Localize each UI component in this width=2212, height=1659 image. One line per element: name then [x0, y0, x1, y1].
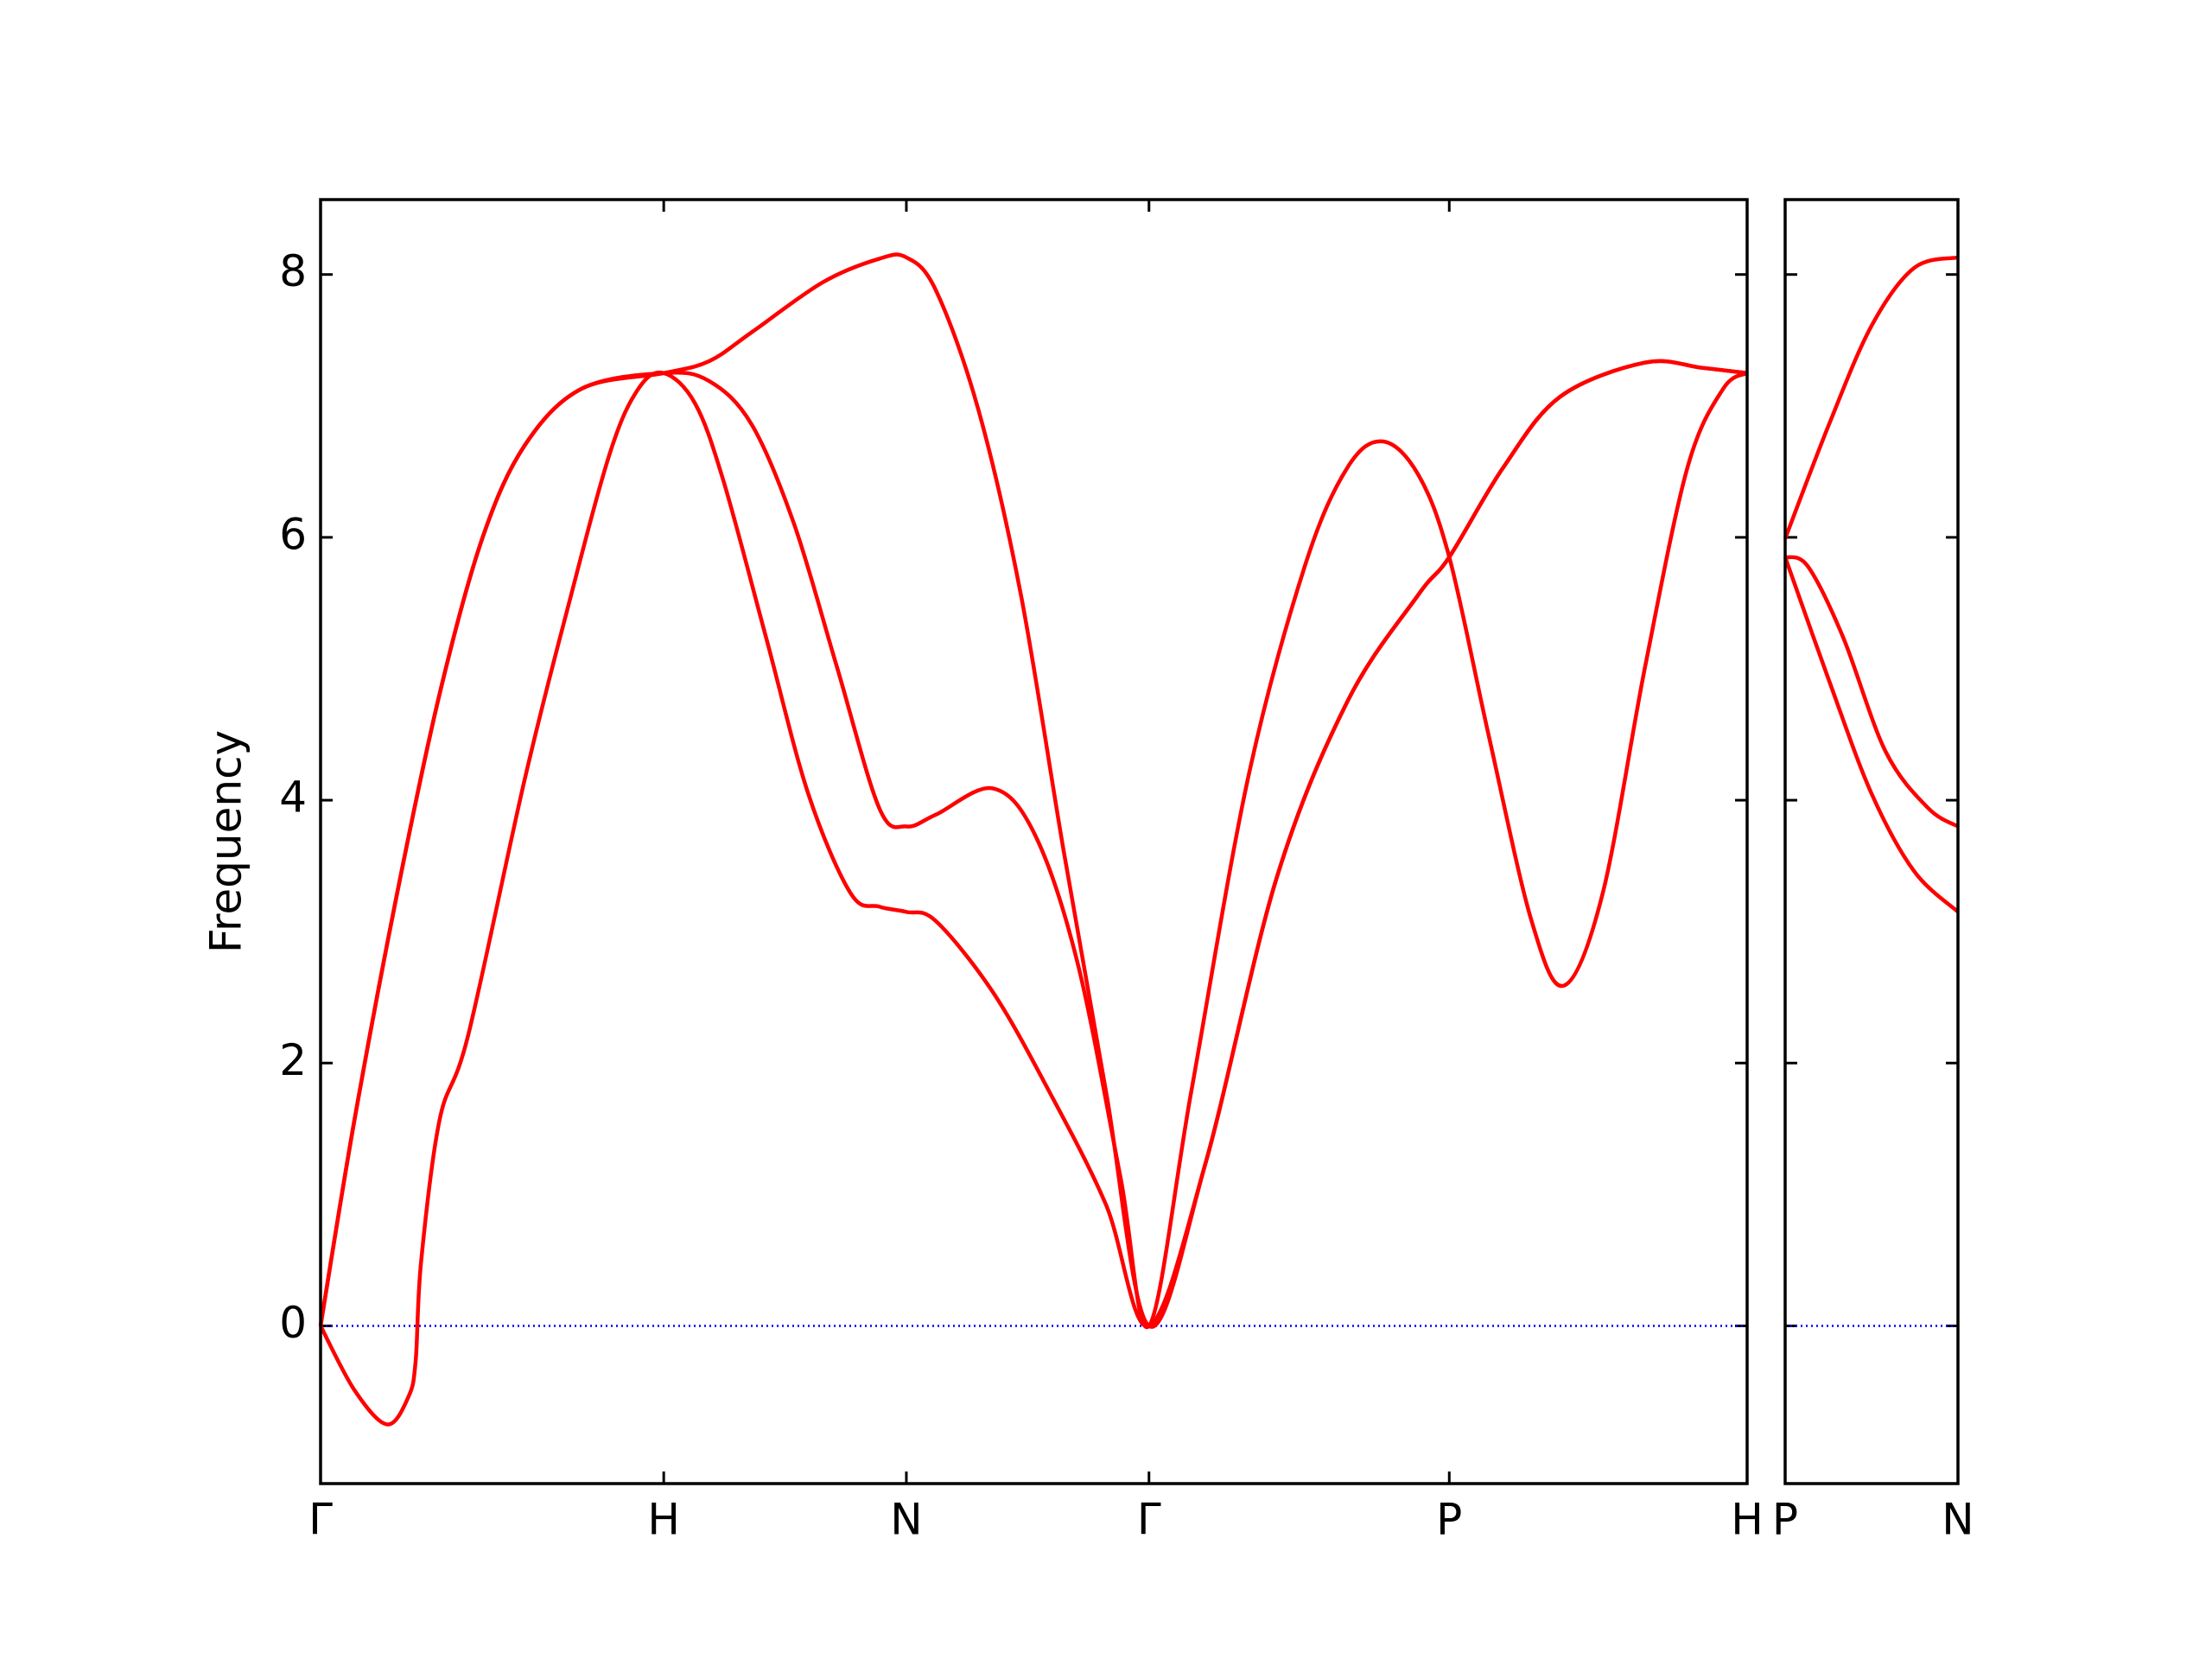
y-tick-label: 2 — [279, 1035, 307, 1085]
y-tick-label: 0 — [279, 1298, 307, 1348]
y-tick-label: 8 — [279, 246, 307, 296]
x-tick-label: Γ — [1137, 1495, 1161, 1545]
x-tick-label: P — [1436, 1495, 1462, 1545]
y-tick-label: 6 — [279, 509, 307, 559]
x-tick-label: H — [1731, 1495, 1764, 1545]
plot-frame — [319, 198, 1749, 1485]
x-tick-label: P — [1772, 1495, 1798, 1545]
plot-frame — [1783, 198, 1960, 1485]
y-tick-label: 4 — [279, 772, 307, 823]
y-axis-label: Frequency — [201, 730, 251, 953]
x-tick-label: H — [647, 1495, 680, 1545]
band-line — [318, 252, 1748, 1329]
band-line — [1783, 556, 1960, 914]
x-tick-label: N — [1942, 1495, 1974, 1545]
x-tick-label: Γ — [308, 1495, 333, 1545]
x-tick-label: N — [890, 1495, 922, 1545]
band-line — [1783, 255, 1959, 540]
band-line — [1784, 555, 1960, 829]
